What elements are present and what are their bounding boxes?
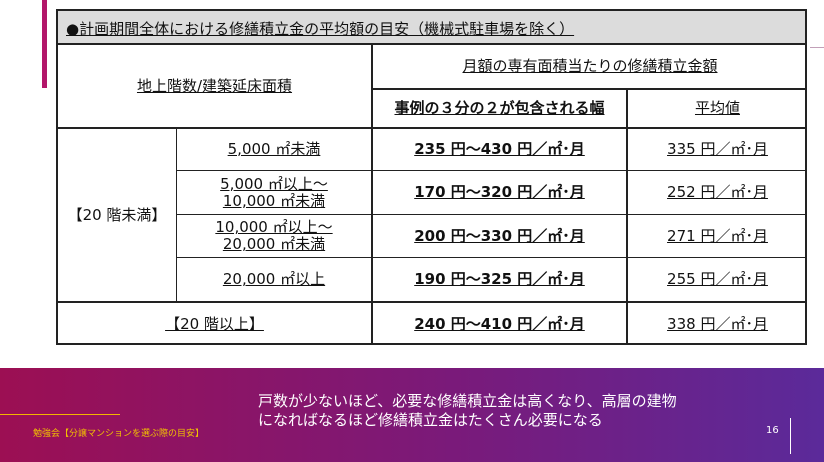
grid-line [371, 88, 807, 90]
page-number: 16 [766, 425, 779, 436]
grid-line [371, 45, 373, 345]
grid-line [176, 214, 807, 215]
average-cell: 338 円／㎡･月 [667, 314, 768, 333]
grid-line [176, 257, 807, 258]
table-title-row: ●計画期間全体における修繕積立金の平均額の目安（機械式駐車場を除く） [58, 11, 805, 45]
header-floors-area: 地上階数/建築延床面積 [136, 76, 293, 95]
header-average: 平均値 [694, 99, 740, 117]
header-monthly-amount: 月額の専有面積当たりの修繕積立金額 [462, 57, 718, 75]
average-cell: 252 円／㎡･月 [667, 183, 768, 201]
range-cell: 240 円～410 円／㎡･月 [414, 314, 585, 333]
decorative-line [810, 47, 824, 48]
grid-line [176, 127, 177, 301]
group-under-20-floors: 【20 階未満】 [67, 205, 167, 224]
grid-line [58, 301, 807, 303]
range-cell: 235 円～430 円／㎡･月 [414, 140, 585, 158]
accent-bar [42, 0, 47, 88]
area-cell: 5,000 ㎡以上～ 10,000 ㎡未満 [220, 174, 328, 210]
area-cell: 10,000 ㎡以上～ 20,000 ㎡未満 [215, 218, 333, 253]
table-title: ●計画期間全体における修繕積立金の平均額の目安（機械式駐車場を除く） [66, 20, 575, 38]
range-cell: 200 円～330 円／㎡･月 [414, 226, 585, 245]
range-cell: 190 円～325 円／㎡･月 [414, 270, 585, 288]
footer-rule [0, 414, 120, 415]
grid-line [626, 88, 628, 345]
average-cell: 271 円／㎡･月 [667, 226, 768, 245]
grid-line [58, 127, 807, 129]
range-cell: 170 円～320 円／㎡･月 [414, 183, 585, 201]
footer-label: 勉強会【分譲マンションを選ぶ際の目安】 [33, 429, 205, 439]
header-range: 事例の３分の２が包含される幅 [394, 99, 605, 117]
group-20-floors-and-above: 【20 階以上】 [165, 314, 264, 333]
average-cell: 335 円／㎡･月 [667, 140, 768, 158]
area-cell: 5,000 ㎡未満 [227, 140, 321, 158]
reserve-fund-table: ●計画期間全体における修繕積立金の平均額の目安（機械式駐車場を除く） 地上階数/… [56, 9, 807, 345]
footer-banner: 勉強会【分譲マンションを選ぶ際の目安】 戸数が少ないほど、必要な修繕積立金は高く… [0, 368, 824, 462]
grid-line [176, 170, 807, 171]
average-cell: 255 円／㎡･月 [667, 270, 768, 288]
footer-tick [790, 418, 791, 454]
area-cell: 20,000 ㎡以上 [222, 270, 326, 288]
footer-message: 戸数が少ないほど、必要な修繕積立金は高くなり、高層の建物 になればなるほど修繕積… [258, 392, 677, 429]
